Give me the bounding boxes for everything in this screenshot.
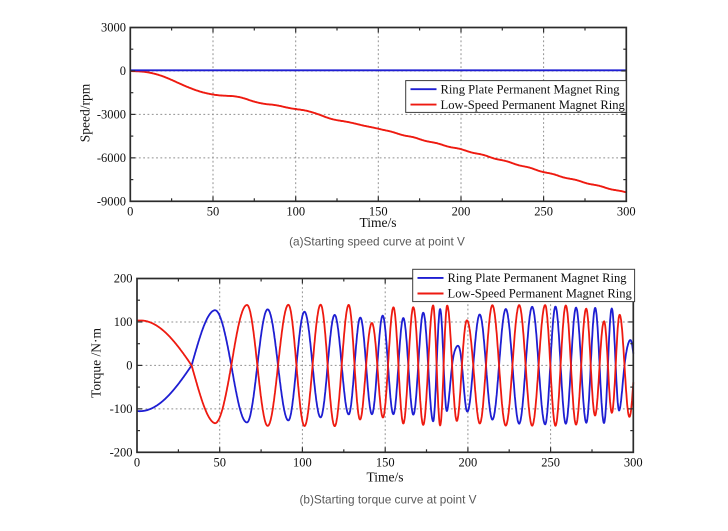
svg-text:Speed/rpm: Speed/rpm — [77, 83, 92, 142]
svg-text:300: 300 — [624, 456, 643, 470]
svg-text:100: 100 — [286, 205, 305, 219]
svg-text:Low-Speed Permanent Magnet Rin: Low-Speed Permanent Magnet Ring — [441, 98, 626, 112]
svg-text:50: 50 — [207, 205, 220, 219]
svg-text:Low-Speed Permanent Magnet Rin: Low-Speed Permanent Magnet Ring — [448, 287, 633, 301]
svg-text:(a)Starting speed curve at poi: (a)Starting speed curve at point V — [289, 235, 465, 249]
svg-text:-9000: -9000 — [97, 195, 126, 209]
svg-text:50: 50 — [213, 456, 226, 470]
svg-text:100: 100 — [114, 315, 133, 329]
svg-text:0: 0 — [127, 205, 133, 219]
svg-text:0: 0 — [120, 64, 126, 78]
svg-text:Ring Plate Permanent Magnet Ri: Ring Plate Permanent Magnet Ring — [441, 82, 621, 96]
svg-text:0: 0 — [134, 456, 140, 470]
svg-text:200: 200 — [459, 456, 478, 470]
svg-text:250: 250 — [541, 456, 560, 470]
svg-text:Time/s: Time/s — [359, 215, 396, 230]
svg-text:Ring Plate Permanent Magnet Ri: Ring Plate Permanent Magnet Ring — [448, 271, 628, 285]
svg-text:-6000: -6000 — [97, 151, 126, 165]
svg-text:300: 300 — [617, 205, 636, 219]
svg-text:-3000: -3000 — [97, 108, 126, 122]
svg-text:100: 100 — [293, 456, 312, 470]
svg-text:150: 150 — [369, 205, 388, 219]
svg-text:0: 0 — [126, 359, 132, 373]
svg-text:-200: -200 — [110, 446, 133, 460]
svg-text:Torque /N·m: Torque /N·m — [89, 328, 104, 398]
svg-text:-100: -100 — [110, 402, 133, 416]
svg-text:250: 250 — [534, 205, 553, 219]
svg-text:Time/s: Time/s — [366, 470, 403, 485]
svg-text:200: 200 — [114, 272, 133, 286]
svg-text:3000: 3000 — [101, 21, 126, 35]
svg-text:150: 150 — [376, 456, 395, 470]
svg-text:(b)Starting torque curve at po: (b)Starting torque curve at point V — [299, 493, 476, 507]
svg-text:200: 200 — [452, 205, 471, 219]
